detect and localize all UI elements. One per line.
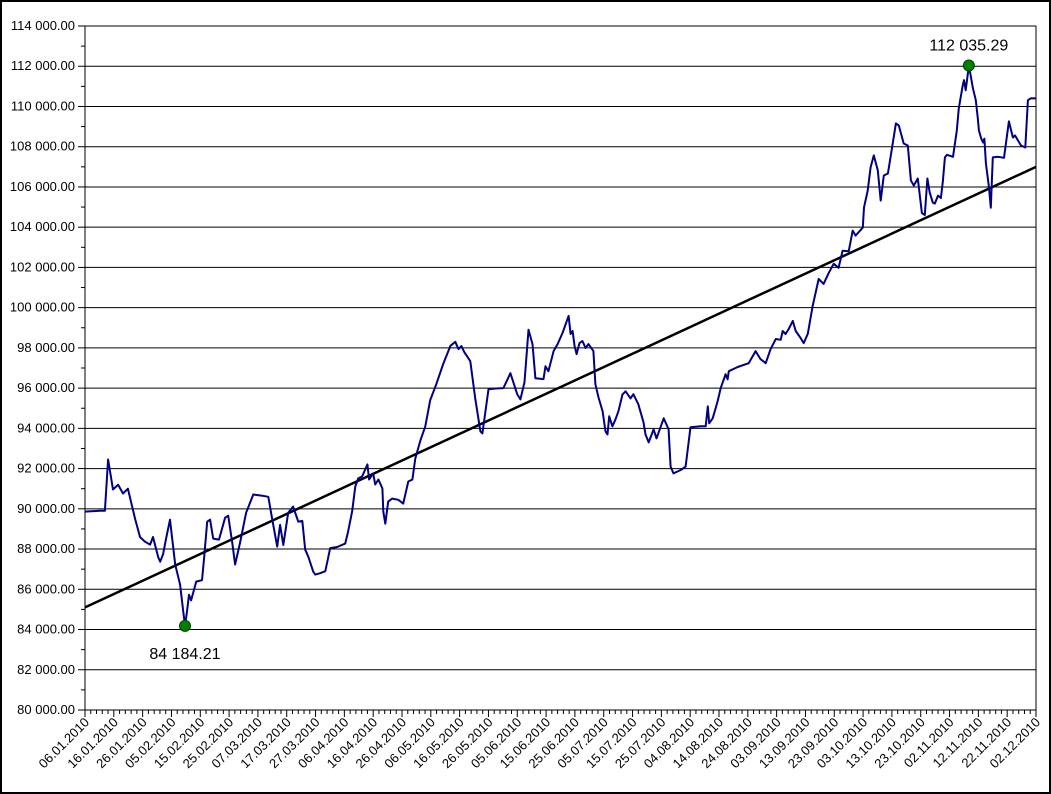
y-axis-label: 98 000.00 — [17, 340, 75, 355]
y-axis-label: 86 000.00 — [17, 581, 75, 596]
y-axis-label: 100 000.00 — [10, 300, 75, 315]
trend-line — [84, 165, 1037, 609]
y-axis-label: 112 000.00 — [11, 58, 75, 73]
y-axis-label: 104 000.00 — [10, 219, 75, 234]
y-axis-label: 102 000.00 — [10, 259, 75, 274]
marker-layer — [178, 59, 975, 632]
y-axis-label: 92 000.00 — [17, 461, 75, 476]
extremum-marker — [962, 59, 975, 72]
y-axis-label: 106 000.00 — [10, 179, 75, 194]
y-axis-label: 108 000.00 — [10, 139, 75, 154]
y-axis-label: 110 000.00 — [11, 98, 75, 113]
y-axis-label: 88 000.00 — [17, 541, 75, 556]
min-value-label: 84 184.21 — [149, 646, 220, 663]
y-axis-label: 90 000.00 — [17, 501, 75, 516]
y-axis-label: 84 000.00 — [17, 622, 75, 637]
extremum-marker — [178, 619, 191, 632]
y-axis-label: 94 000.00 — [17, 420, 75, 435]
grid-layer — [85, 25, 1036, 711]
y-axis-label: 96 000.00 — [17, 380, 75, 395]
y-axis-label: 82 000.00 — [17, 662, 75, 677]
trend-line-segment — [84, 165, 1037, 609]
series-line — [84, 64, 1037, 627]
y-axis-label: 80 000.00 — [17, 702, 75, 717]
y-axis-label: 114 000.00 — [11, 18, 75, 33]
series-polyline — [84, 64, 1037, 627]
max-value-label: 112 035.29 — [929, 38, 1008, 55]
